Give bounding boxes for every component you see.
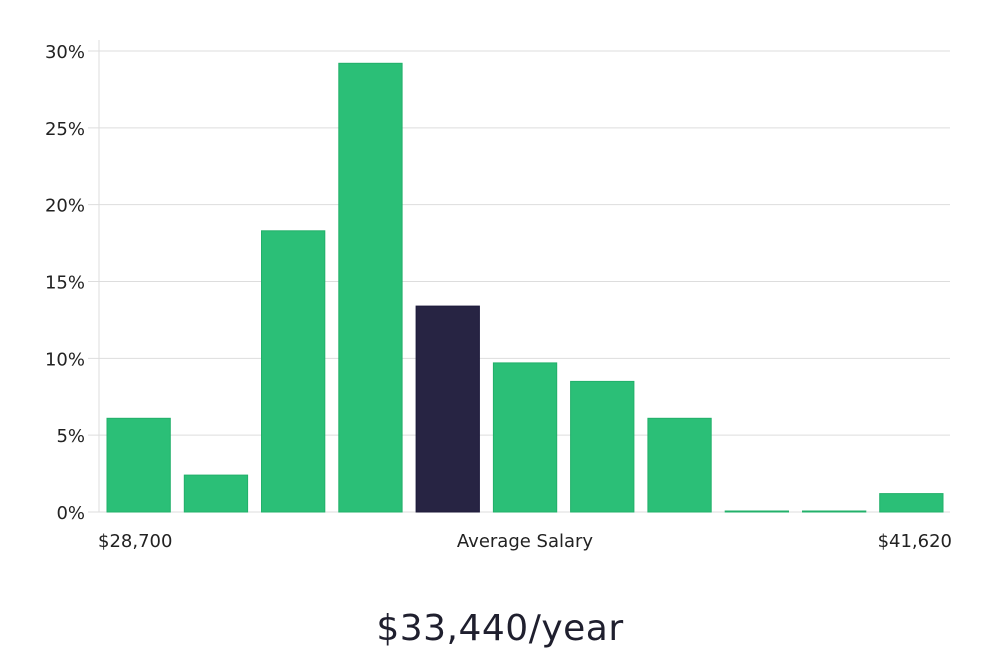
y-tick-label: 25%	[45, 119, 85, 140]
grid-lines	[88, 50, 950, 513]
bar	[647, 417, 712, 513]
bar	[492, 362, 558, 513]
x-center-label: Average Salary	[457, 531, 594, 552]
y-tick-label: 10%	[45, 349, 85, 370]
y-tick-label: 5%	[56, 426, 85, 447]
bar	[570, 380, 635, 513]
average-salary-value: $33,440/year	[376, 608, 624, 649]
bar	[106, 417, 171, 513]
bars	[106, 62, 944, 513]
y-tick-label: 30%	[45, 42, 85, 63]
y-tick-label: 15%	[45, 273, 85, 294]
bar	[802, 510, 867, 513]
bar	[879, 493, 944, 513]
bar	[183, 474, 249, 513]
x-min-label: $28,700	[98, 531, 172, 552]
x-max-label: $41,620	[878, 531, 952, 552]
salary-histogram: 0% 5% 10% 15% 20% 25% 30% $28,700 Average Sala…	[45, 40, 952, 552]
y-axis-ticks: 0% 5% 10% 15% 20% 25% 30%	[45, 42, 85, 524]
bar	[261, 230, 326, 513]
bar-average-salary	[415, 305, 480, 513]
y-tick-label: 0%	[56, 503, 85, 524]
bar	[338, 62, 403, 513]
y-tick-label: 20%	[45, 196, 85, 217]
bar	[724, 510, 790, 513]
